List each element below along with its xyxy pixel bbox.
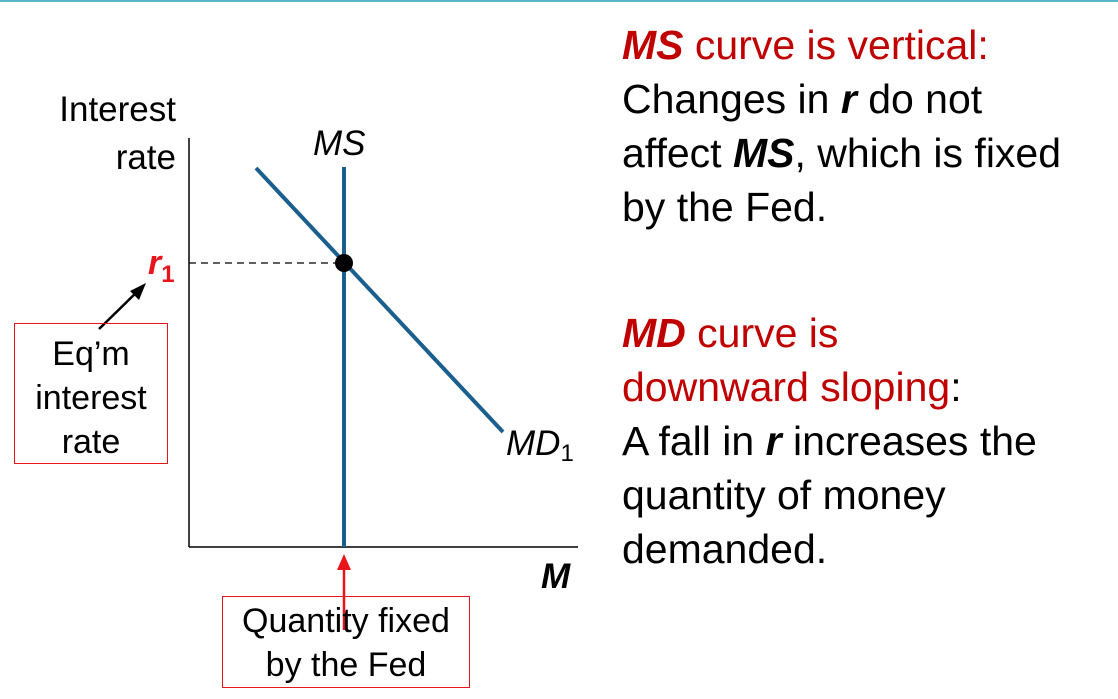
y-axis-label: Interest rate [30, 86, 176, 182]
equilibrium-callout-box: Eq’m interest rate [14, 323, 168, 464]
fixed-quantity-callout-box: Quantity fixed by the Fed [222, 596, 470, 688]
ms-curve-label: MS [313, 124, 366, 163]
equilibrium-rate-symbol: r [148, 244, 162, 282]
text-run: : [950, 364, 962, 410]
text-run: do not [856, 76, 983, 122]
ms-explanation: MS curve is vertical: Changes in r do no… [622, 18, 1112, 234]
ms-heading: MS curve is vertical: [622, 18, 1112, 72]
text-run: downward sloping [622, 364, 951, 410]
equilibrium-rate-label: r1 [148, 244, 175, 289]
y-axis-label-line: Interest [59, 90, 176, 129]
term-r: r [765, 418, 782, 464]
term-ms: MS [732, 130, 795, 176]
text-run: increases the [781, 418, 1037, 464]
md-heading-term: MD [622, 310, 686, 356]
callout-line: interest [35, 379, 147, 417]
equilibrium-point [335, 254, 353, 272]
md-curve-label: MD1 [506, 424, 574, 468]
ms-heading-rest: curve is vertical: [683, 22, 989, 68]
md-curve-subscript: 1 [560, 440, 574, 467]
callout-line: by the Fed [265, 646, 427, 684]
md-explanation: MD curve is downward sloping: A fall in … [622, 306, 1112, 576]
callout-line: Quantity fixed [242, 602, 450, 640]
md-heading: MD curve is [622, 306, 1112, 360]
md-line-3: demanded. [622, 526, 828, 572]
equilibrium-rate-subscript: 1 [161, 261, 175, 288]
money-market-diagram [98, 138, 578, 630]
ms-line-1: Changes in r do not [622, 72, 1112, 126]
x-axis-label: M [541, 557, 571, 596]
term-r: r [840, 76, 857, 122]
callout-line: Eq’m [52, 335, 130, 373]
top-rule [0, 0, 1118, 2]
callout-line: rate [61, 423, 121, 461]
md-heading-line-2: downward sloping: [622, 360, 1112, 414]
ms-line-2: affect MS, which is fixed [622, 126, 1112, 180]
y-axis-label-line: rate [115, 138, 176, 177]
fixed-quantity-pointer-arrow [337, 554, 351, 630]
text-run: affect [622, 130, 733, 176]
md-heading-rest: curve is [685, 310, 839, 356]
md-line-1: A fall in r increases the [622, 414, 1112, 468]
text-run: Changes in [622, 76, 841, 122]
text-run: A fall in [622, 418, 766, 464]
md-curve-label-text: MD [506, 424, 561, 463]
ms-heading-term: MS [622, 22, 684, 68]
equilibrium-pointer-arrow [98, 283, 146, 330]
md-curve [254, 166, 505, 434]
text-run: , which is fixed [794, 130, 1062, 176]
md-line-2: quantity of money [622, 472, 946, 518]
ms-line-3: by the Fed. [622, 184, 828, 230]
